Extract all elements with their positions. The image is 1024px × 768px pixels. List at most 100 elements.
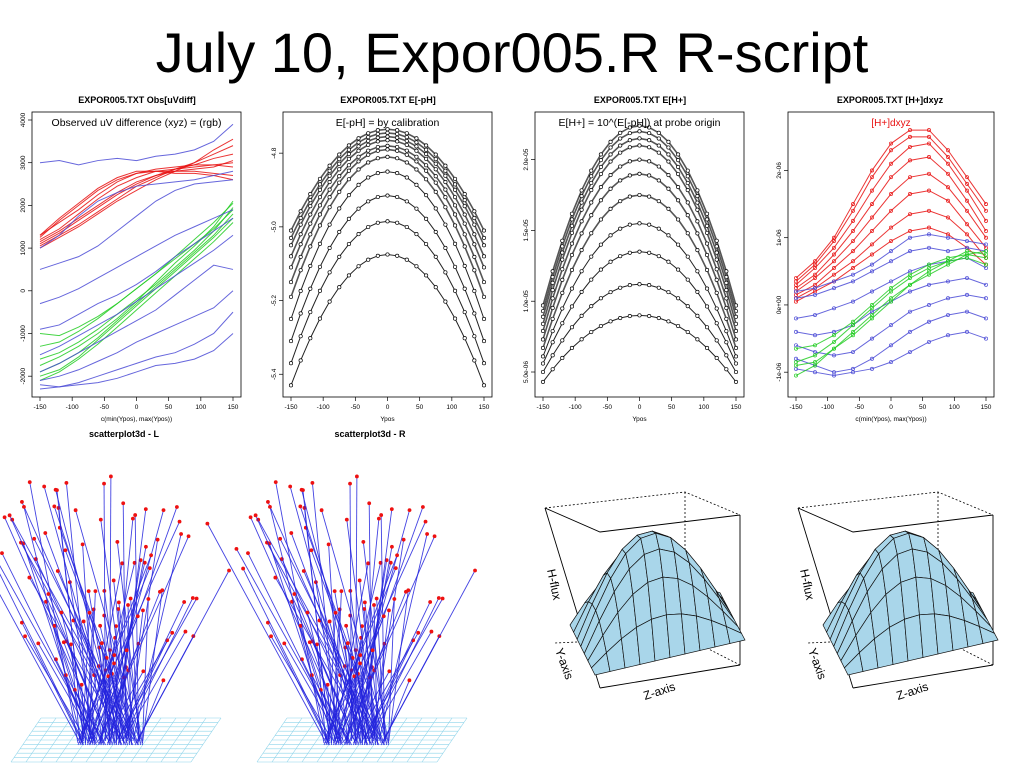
data-point (656, 143, 661, 148)
data-point (472, 268, 477, 273)
chart-panel-8: H-flux Y-axis Z-axis (797, 491, 999, 703)
data-point (908, 229, 912, 233)
data-point (870, 289, 874, 294)
data-point (433, 206, 438, 211)
data-point (647, 145, 652, 150)
data-point (579, 269, 584, 274)
data-point (560, 321, 565, 326)
data-point (337, 167, 342, 172)
data-point (462, 221, 467, 226)
data-point (452, 264, 458, 269)
data-point (637, 143, 642, 148)
data-point (851, 333, 855, 338)
data-point (472, 288, 477, 294)
data-point (851, 299, 855, 304)
data-point (52, 623, 57, 628)
data-point (124, 648, 129, 653)
data-point (366, 148, 371, 153)
data-point (375, 194, 380, 200)
data-point (366, 135, 371, 140)
plot-annotation: E[H+] = 10^(E[-pH]) at probe origin (559, 117, 721, 129)
data-point (927, 155, 931, 159)
data-point (385, 143, 390, 148)
data-point (984, 252, 988, 257)
data-point (676, 158, 681, 163)
data-point (598, 152, 603, 157)
series-line-red (795, 173, 987, 292)
data-point (7, 513, 12, 518)
data-point (550, 316, 555, 321)
data-point (695, 313, 700, 318)
data-point (388, 560, 393, 565)
data-point (452, 241, 458, 246)
data-point (560, 277, 565, 282)
data-point (317, 187, 323, 192)
data-point (851, 279, 855, 284)
data-point (414, 232, 419, 237)
data-point (608, 139, 613, 144)
data-point (69, 642, 73, 647)
data-point (608, 145, 613, 150)
data-point (43, 531, 48, 535)
data-point (927, 282, 931, 287)
data-point (372, 603, 376, 607)
data-point (927, 269, 931, 274)
drop-line (64, 550, 136, 740)
drop-line (359, 580, 378, 746)
data-point (733, 369, 739, 375)
drop-line (81, 612, 90, 746)
data-point (404, 199, 409, 204)
data-point (889, 161, 893, 166)
data-point (714, 355, 719, 361)
data-point (55, 569, 60, 573)
series-line-green (795, 250, 987, 366)
data-point (241, 566, 246, 571)
data-point (385, 138, 390, 143)
data-point (666, 319, 671, 324)
data-point (965, 249, 969, 254)
data-point (63, 548, 68, 553)
series-line-red (39, 170, 234, 238)
data-point (851, 249, 855, 254)
drop-line (373, 605, 378, 744)
data-point (637, 129, 642, 134)
data-point (385, 193, 390, 198)
data-point (560, 338, 565, 343)
data-point (813, 360, 817, 365)
data-point (627, 173, 632, 178)
data-point (579, 194, 584, 199)
data-point (182, 600, 187, 604)
series-line-red (39, 170, 234, 236)
floor-grid-line (421, 717, 453, 763)
data-point (666, 206, 671, 211)
data-point (685, 254, 690, 259)
drop-line (268, 543, 334, 742)
data-point (908, 350, 912, 354)
z-axis-label: H-flux (544, 568, 564, 602)
data-point (348, 481, 352, 486)
y-tick-label: 1e-06 (776, 229, 783, 246)
drop-line (362, 509, 393, 740)
data-point (298, 209, 303, 214)
data-point (395, 128, 400, 133)
data-point (366, 131, 371, 136)
data-point (608, 290, 613, 295)
data-point (608, 233, 613, 238)
data-point (143, 507, 148, 512)
data-point (589, 180, 594, 186)
data-point (53, 487, 58, 492)
data-point (813, 286, 817, 291)
data-point (404, 131, 409, 136)
x-tick-label: -100 (569, 404, 582, 411)
data-point (339, 589, 344, 594)
y-tick-label: -1000 (20, 325, 27, 342)
data-point (870, 202, 874, 207)
drop-line (206, 523, 325, 740)
data-point (889, 343, 893, 348)
data-point (327, 619, 332, 624)
data-point (462, 212, 467, 217)
x-axis-label: Z-axis (642, 679, 677, 702)
data-point (288, 228, 294, 233)
data-point (177, 519, 182, 524)
data-point (433, 254, 438, 259)
